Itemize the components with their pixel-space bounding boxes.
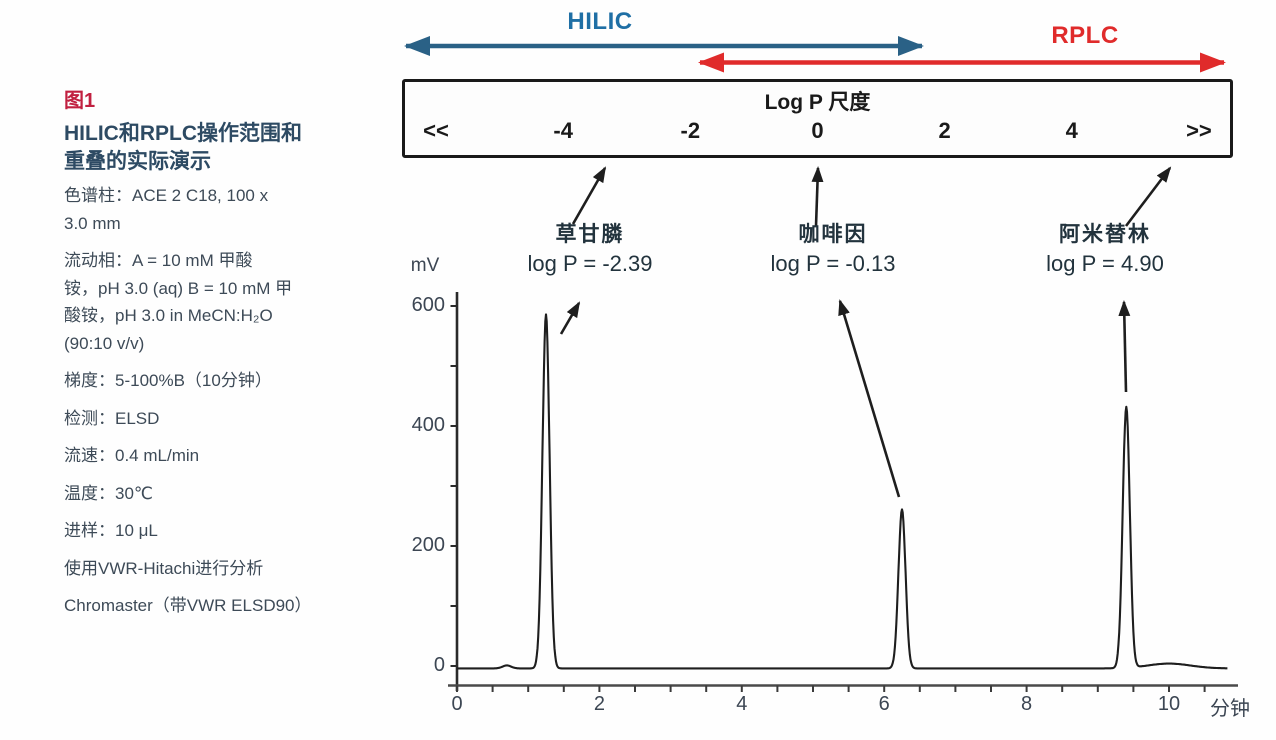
compound-annotation-glyphosate: 草甘膦 log P = -2.39 xyxy=(480,218,700,277)
x-tick-label: 0 xyxy=(451,693,463,715)
condition-lines: 色谱柱：ACE 2 C18, 100 x 3.0 mm 流动相：A = 10 mM … xyxy=(64,182,404,620)
x-tick-label: 8 xyxy=(1021,693,1033,715)
peak-to-label-arrows xyxy=(559,299,1131,498)
figure-title-line: HILIC和RPLC操作范围和 xyxy=(64,122,302,145)
condition-line: 流速：0.4 mL/min xyxy=(64,446,200,465)
logp-scale-item: 2 xyxy=(938,118,951,143)
y-axis-ticks xyxy=(450,305,457,667)
x-axis-unit-label: 分钟 xyxy=(1210,698,1250,720)
conditions-sidebar: 图1 HILIC和RPLC操作范围和 重叠的实际演示 色谱柱：ACE 2 C18… xyxy=(64,84,404,620)
logp-scale-item: << xyxy=(423,118,449,143)
figure-label: 图1 xyxy=(64,90,96,112)
compound-name: 阿米替林 xyxy=(1059,223,1151,246)
compound-annotation-caffeine: 咖啡因 log P = -0.13 xyxy=(723,218,943,277)
condition-line: 梯度：5-100%B（10分钟） xyxy=(64,371,272,390)
condition-line: Chromaster（带VWR ELSD90） xyxy=(64,596,312,615)
rplc-label: RPLC xyxy=(1051,22,1119,49)
x-axis-ticks xyxy=(456,685,1206,692)
compound-logp: log P = -2.39 xyxy=(527,251,653,276)
compound-annotation-amitriptyline: 阿米替林 log P = 4.90 xyxy=(995,218,1215,277)
figure-title-line: 重叠的实际演示 xyxy=(64,150,211,173)
condition-line: 流动相：A = 10 mM 甲酸 xyxy=(64,251,253,270)
condition-line: 使用VWR-Hitachi进行分析 xyxy=(64,558,264,578)
hilic-label: HILIC xyxy=(567,8,633,35)
compound-logp: log P = -0.13 xyxy=(770,251,896,276)
logp-scale-item: -4 xyxy=(553,118,573,143)
logp-scale-item: 0 xyxy=(811,118,824,143)
condition-line: 色谱柱：ACE 2 C18, 100 x xyxy=(64,186,269,205)
x-tick-label: 10 xyxy=(1157,693,1181,715)
y-axis-unit-label: mV xyxy=(410,255,440,276)
y-tick-label: 600 xyxy=(411,294,445,316)
condition-line: 进样：10 μL xyxy=(64,521,158,540)
y-tick-label: 0 xyxy=(433,654,445,676)
condition-line: 温度：30℃ xyxy=(64,483,154,503)
compound-logp: log P = 4.90 xyxy=(1046,251,1164,276)
chromatogram-trace xyxy=(456,313,1228,670)
condition-line: 酸铵，pH 3.0 in MeCN:H₂O xyxy=(64,306,273,325)
y-tick-label: 200 xyxy=(411,534,445,556)
x-tick-label: 2 xyxy=(593,693,605,715)
compound-name: 草甘膦 xyxy=(555,223,625,246)
x-tick-label: 6 xyxy=(878,693,890,715)
logp-scale-box: Log P 尺度 << -4 -2 0 2 4 >> xyxy=(402,79,1233,158)
condition-line: 检测：ELSD xyxy=(64,408,160,428)
logp-scale-item: 4 xyxy=(1065,118,1078,143)
compound-name: 咖啡因 xyxy=(798,223,868,246)
condition-line: 铵，pH 3.0 (aq) B = 10 mM 甲 xyxy=(64,278,293,298)
logp-scale-item: >> xyxy=(1186,118,1212,143)
logp-scale-title: Log P 尺度 xyxy=(764,91,871,114)
condition-line: 3.0 mm xyxy=(64,213,121,233)
logp-scale-item: -2 xyxy=(680,118,701,143)
condition-line: (90:10 v/v) xyxy=(64,333,145,353)
logp-scale-row: << -4 -2 0 2 4 >> xyxy=(405,116,1230,144)
y-tick-label: 400 xyxy=(411,414,445,436)
x-tick-label: 4 xyxy=(736,693,748,715)
compound-to-scale-arrows xyxy=(571,166,1172,227)
